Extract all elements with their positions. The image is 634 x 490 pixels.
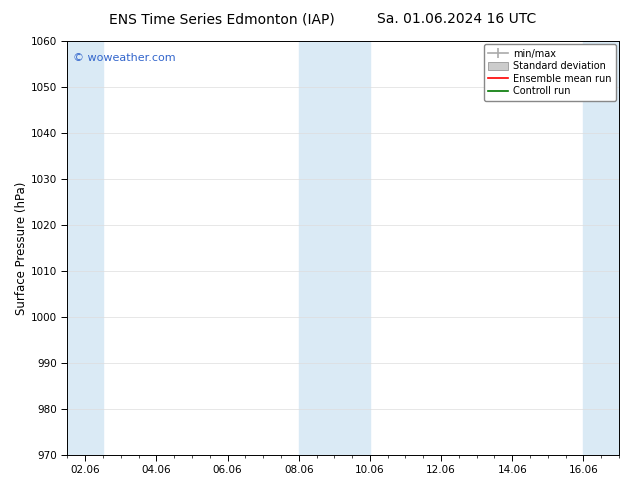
Text: ENS Time Series Edmonton (IAP): ENS Time Series Edmonton (IAP) <box>109 12 335 26</box>
Bar <box>299 41 370 455</box>
Y-axis label: Surface Pressure (hPa): Surface Pressure (hPa) <box>15 181 28 315</box>
Text: © woweather.com: © woweather.com <box>73 53 176 64</box>
Legend: min/max, Standard deviation, Ensemble mean run, Controll run: min/max, Standard deviation, Ensemble me… <box>484 44 616 101</box>
Text: Sa. 01.06.2024 16 UTC: Sa. 01.06.2024 16 UTC <box>377 12 536 26</box>
Bar <box>583 41 619 455</box>
Bar <box>67 41 103 455</box>
